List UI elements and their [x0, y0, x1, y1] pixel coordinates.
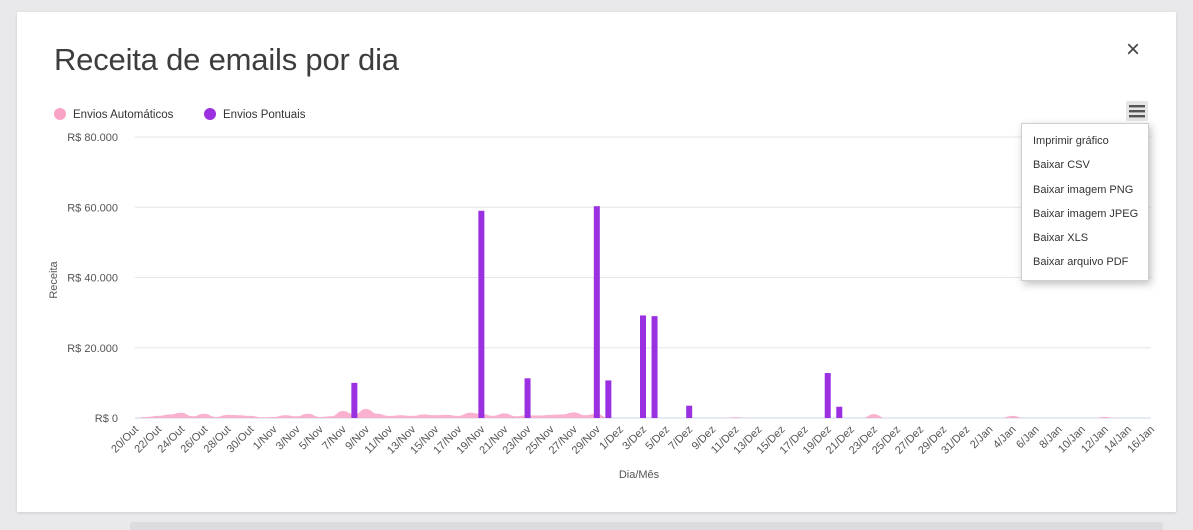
pontual-bar-series: [351, 206, 843, 418]
x-tick-label: 3/Dez: [620, 424, 649, 453]
menu-item-print[interactable]: Imprimir gráfico: [1033, 135, 1109, 147]
auto-area[interactable]: [135, 408, 1151, 418]
menu-item-xls[interactable]: Baixar XLS: [1033, 232, 1089, 245]
pontual-bar[interactable]: [836, 406, 843, 418]
pontual-bar[interactable]: [593, 206, 600, 418]
legend: Envios Automáticos Envios Pontuais: [54, 108, 306, 121]
y-tick-label: R$ 80.000: [67, 132, 118, 144]
x-tick-label: 5/Nov: [297, 423, 326, 452]
auto-area-series: [135, 408, 1151, 418]
hamburger-icon: [1129, 105, 1145, 118]
pontual-bar[interactable]: [351, 382, 358, 418]
x-axis-label: Dia/Mês: [619, 469, 660, 481]
x-tick-label: 1/Nov: [251, 423, 280, 452]
horizontal-scrollbar[interactable]: [130, 522, 1163, 530]
x-tick-label: 1/Dez: [597, 424, 626, 453]
close-icon[interactable]: ×: [1125, 36, 1140, 63]
legend-label-pontual: Envios Pontuais: [223, 109, 306, 121]
x-tick-label: 7/Nov: [320, 423, 349, 452]
x-tick-label: 3/Nov: [274, 423, 303, 452]
x-tick-label: 5/Dez: [643, 424, 672, 453]
pontual-bar[interactable]: [640, 315, 646, 418]
pontual-bar[interactable]: [524, 378, 531, 418]
y-axis-ticks: R$ 0 R$ 20.000 R$ 40.000 R$ 60.000 R$ 80.000: [67, 132, 118, 425]
x-tick-label: 2/Jan: [968, 424, 996, 452]
y-axis-label: Receita: [48, 260, 60, 298]
legend-marker-pontual: [204, 108, 216, 120]
chart-area: R$ 0 R$ 20.000 R$ 40.000 R$ 60.000 R$ 80.000…: [17, 12, 1176, 517]
legend-marker-auto: [54, 108, 66, 120]
menu-item-pdf[interactable]: Baixar arquivo PDF: [1033, 256, 1129, 269]
pontual-bar[interactable]: [824, 373, 831, 418]
pontual-bar[interactable]: [686, 405, 693, 418]
revenue-chart: R$ 0 R$ 20.000 R$ 40.000 R$ 60.000 R$ 80.000…: [48, 101, 1157, 481]
chart-modal: Receita de emails por dia × R$ 0 R$ 20.00…: [17, 12, 1176, 512]
x-axis-ticks: 20/Out22/Out24/Out26/Out28/Out30/Out1/No…: [109, 423, 1157, 456]
y-tick-label: R$ 60.000: [67, 202, 118, 214]
menu-item-png[interactable]: Baixar imagem PNG: [1033, 183, 1134, 196]
y-tick-label: R$ 40.000: [67, 273, 118, 285]
pontual-bar[interactable]: [651, 316, 658, 418]
y-tick-label: R$ 0: [95, 413, 118, 425]
legend-label-auto: Envios Automáticos: [73, 109, 174, 121]
y-tick-label: R$ 20.000: [67, 343, 118, 355]
menu-item-csv[interactable]: Baixar CSV: [1033, 159, 1090, 172]
pontual-bar[interactable]: [478, 210, 485, 418]
x-tick-label: 6/Jan: [1014, 424, 1042, 452]
legend-item-pontual[interactable]: Envios Pontuais: [204, 108, 306, 121]
export-menu-button[interactable]: [1126, 101, 1148, 121]
pontual-bar[interactable]: [605, 380, 612, 418]
legend-item-auto[interactable]: Envios Automáticos: [54, 108, 174, 121]
x-tick-label: 4/Jan: [991, 424, 1019, 452]
x-tick-label: 7/Dez: [666, 424, 695, 453]
export-menu: Imprimir gráfico Baixar CSV Baixar image…: [1021, 123, 1149, 281]
menu-item-jpeg[interactable]: Baixar imagem JPEG: [1033, 207, 1139, 220]
chart-title: Receita de emails por dia: [54, 42, 399, 77]
